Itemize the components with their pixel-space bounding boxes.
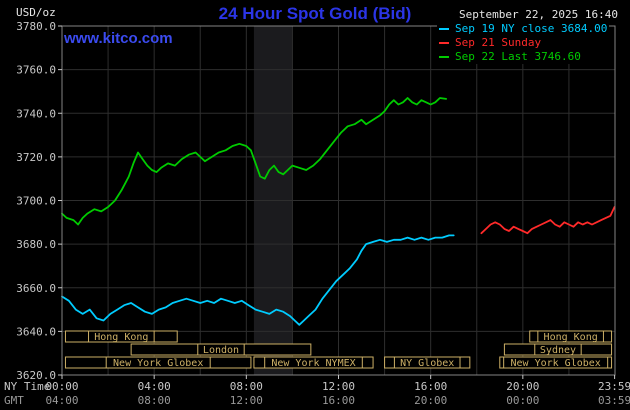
legend-label: Sep 21 Sunday <box>455 36 542 49</box>
session-label: NY Globex <box>400 358 454 369</box>
y-tick-label: 3640.0 <box>16 325 56 338</box>
legend-item-sep19: Sep 19 NY close 3684.00 <box>437 22 610 36</box>
legend-label: Sep 22 Last 3746.60 <box>455 50 581 63</box>
y-tick-label: 3700.0 <box>16 195 56 208</box>
ny-time-axis-label: NY Time <box>4 380 51 393</box>
gmt-tick-label: 03:59 <box>598 394 630 407</box>
legend: Sep 19 NY close 3684.00 Sep 21 Sunday Se… <box>437 22 610 64</box>
series-line-sep-19-ny-close <box>61 234 455 326</box>
y-tick-label: 3660.0 <box>16 282 56 295</box>
session-label: Hong Kong <box>94 332 148 343</box>
session-label-box <box>264 356 363 369</box>
session-label-box <box>393 356 461 369</box>
legend-dash-icon <box>439 28 449 30</box>
chart-title: 24 Hour Spot Gold (Bid) <box>218 4 412 23</box>
series-line-sep-22-last <box>61 97 448 226</box>
timestamp: September 22, 2025 16:40 <box>459 8 618 21</box>
y-tick-label: 3680.0 <box>16 238 56 251</box>
session-label-box <box>105 356 211 369</box>
session-label-box <box>503 356 609 369</box>
session-label: New York Globex <box>511 358 601 369</box>
session-label: Sydney <box>540 345 576 356</box>
units-label: USD/oz <box>16 6 56 19</box>
kitco-watermark-link[interactable]: www.kitco.com <box>64 30 173 47</box>
y-tick-label: 3740.0 <box>16 107 56 120</box>
y-tick-label: 3720.0 <box>16 151 56 164</box>
ny-tick-label: 16:00 <box>414 380 447 393</box>
legend-item-sep21: Sep 21 Sunday <box>437 36 610 50</box>
session-label: New York Globex <box>113 358 203 369</box>
session-label: Hong Kong <box>544 332 598 343</box>
session-label: London <box>203 345 239 356</box>
y-tick-label: 3620.0 <box>16 369 56 382</box>
session-label-box <box>534 343 582 356</box>
gmt-tick-label: 04:00 <box>45 394 78 407</box>
ny-tick-label: 04:00 <box>138 380 171 393</box>
gmt-tick-label: 08:00 <box>138 394 171 407</box>
legend-dash-icon <box>439 56 449 58</box>
gmt-tick-label: 16:00 <box>322 394 355 407</box>
ny-tick-label: 08:00 <box>230 380 263 393</box>
ny-tick-label: 20:00 <box>506 380 539 393</box>
gmt-tick-label: 00:00 <box>506 394 539 407</box>
legend-item-sep22: Sep 22 Last 3746.60 <box>437 50 610 64</box>
series-line-sep-21-sunday <box>480 206 616 235</box>
y-tick-label: 3760.0 <box>16 64 56 77</box>
gmt-axis-label: GMT <box>4 394 24 407</box>
session-label-box <box>88 330 155 343</box>
session-label: New York NYMEX <box>271 358 355 369</box>
ny-tick-label: 23:59 <box>598 380 630 393</box>
gmt-tick-label: 20:00 <box>414 394 447 407</box>
legend-dash-icon <box>439 42 449 44</box>
y-tick-label: 3780.0 <box>16 20 56 33</box>
gmt-tick-label: 12:00 <box>230 394 263 407</box>
session-label-box <box>537 330 604 343</box>
legend-label: Sep 19 NY close 3684.00 <box>455 22 608 35</box>
session-label-box <box>197 343 245 356</box>
ny-tick-label: 00:00 <box>45 380 78 393</box>
ny-tick-label: 12:00 <box>322 380 355 393</box>
